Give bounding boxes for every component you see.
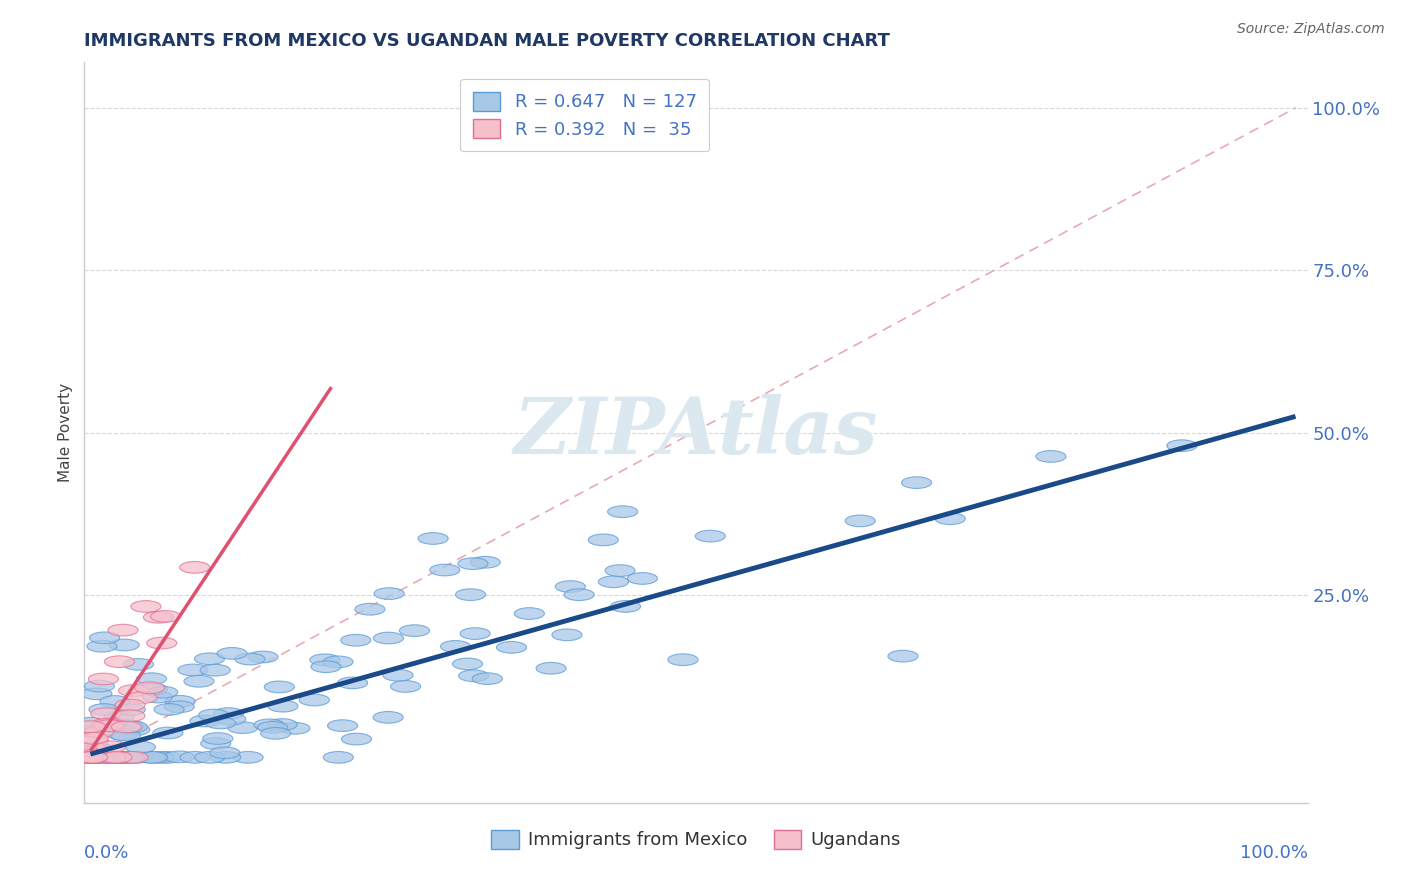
Text: Source: ZipAtlas.com: Source: ZipAtlas.com	[1237, 22, 1385, 37]
Text: 100.0%: 100.0%	[1240, 844, 1308, 862]
Text: ZIPAtlas: ZIPAtlas	[513, 394, 879, 471]
Y-axis label: Male Poverty: Male Poverty	[58, 383, 73, 483]
Text: IMMIGRANTS FROM MEXICO VS UGANDAN MALE POVERTY CORRELATION CHART: IMMIGRANTS FROM MEXICO VS UGANDAN MALE P…	[84, 32, 890, 50]
Text: 0.0%: 0.0%	[84, 844, 129, 862]
Legend: Immigrants from Mexico, Ugandans: Immigrants from Mexico, Ugandans	[484, 822, 908, 856]
